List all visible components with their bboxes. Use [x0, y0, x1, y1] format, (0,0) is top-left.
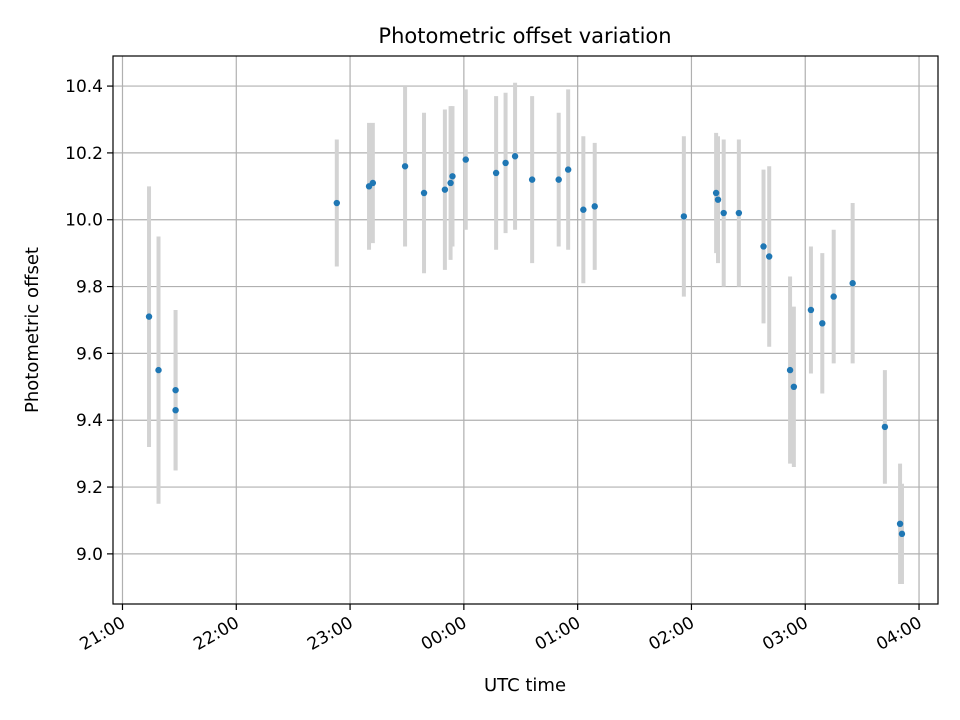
data-point	[441, 186, 449, 193]
data-point	[790, 383, 798, 391]
data-point	[145, 313, 153, 320]
y-tick-label: 9.4	[76, 411, 103, 431]
data-point	[807, 306, 815, 314]
data-point	[898, 530, 906, 538]
y-tick-label: 10.0	[65, 211, 103, 231]
data-point	[462, 156, 469, 163]
data-point	[881, 423, 889, 431]
y-tick-label: 10.4	[65, 77, 103, 97]
chart-title: Photometric offset variation	[378, 24, 671, 48]
data-point	[528, 176, 536, 183]
data-point	[449, 173, 456, 180]
data-point	[333, 199, 340, 207]
data-point	[172, 406, 179, 414]
data-points	[145, 153, 906, 538]
data-point	[369, 179, 377, 187]
data-point	[511, 153, 519, 160]
data-point	[819, 320, 826, 327]
data-point	[555, 176, 562, 183]
data-point	[712, 189, 720, 197]
data-point	[155, 366, 162, 374]
data-point	[735, 209, 743, 217]
data-point	[896, 520, 904, 528]
y-tick-label: 9.8	[76, 278, 103, 298]
y-axis-label: Photometric offset	[22, 247, 43, 413]
data-point	[720, 209, 727, 217]
data-point	[591, 203, 598, 210]
data-point	[714, 196, 722, 203]
y-tick-label: 9.0	[76, 545, 103, 565]
y-tick-label: 10.2	[65, 144, 103, 164]
data-point	[830, 293, 837, 300]
data-point	[849, 280, 856, 287]
data-point	[172, 386, 179, 394]
x-axis-label: UTC time	[484, 675, 566, 696]
data-point	[786, 366, 794, 374]
data-point	[492, 169, 500, 177]
grid-lines	[113, 56, 938, 604]
data-point	[401, 163, 409, 170]
data-point	[502, 159, 509, 167]
plot-frame	[112, 55, 939, 605]
data-point	[420, 189, 428, 197]
data-point	[564, 166, 572, 173]
data-point	[760, 243, 767, 250]
data-point	[447, 179, 454, 187]
data-point	[766, 253, 773, 260]
y-tick-label: 9.2	[76, 478, 103, 498]
data-point	[580, 206, 587, 213]
data-point	[680, 213, 688, 220]
y-axis-ticks: 9.0 9.2 9.4 9.6 9.8 10.0 10.2 10.4	[65, 77, 113, 565]
y-tick-label: 9.6	[76, 344, 103, 364]
